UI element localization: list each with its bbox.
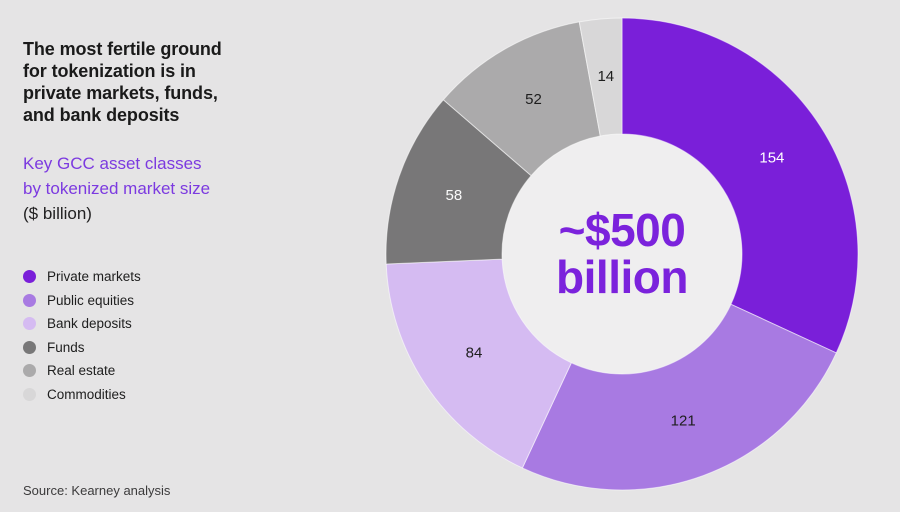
legend-label: Real estate xyxy=(47,363,116,378)
slice-bank-deposits xyxy=(385,258,572,469)
legend-label: Public equities xyxy=(47,292,135,308)
figure-title: The most fertile ground for tokenization… xyxy=(23,39,222,125)
slice-value-private-markets: 154 xyxy=(759,150,784,167)
slice-private-markets xyxy=(621,17,859,354)
legend-swatch-icon xyxy=(23,317,36,330)
legend-item-bank-deposits: Bank deposits xyxy=(23,317,141,330)
slice-value-commodities: 14 xyxy=(597,68,614,85)
slice-value-public-equities: 121 xyxy=(671,413,696,430)
legend-swatch-icon xyxy=(23,293,36,307)
legend-item-funds: Funds xyxy=(23,339,141,355)
donut-hole xyxy=(502,134,742,374)
figure-unit: ($ billion) xyxy=(23,204,92,223)
legend-label: Bank deposits xyxy=(47,316,132,331)
figure-subhead: Key GCC asset classes by tokenized marke… xyxy=(23,151,210,226)
legend-swatch-icon xyxy=(23,270,36,283)
legend-swatch-icon xyxy=(23,364,36,377)
legend-label: Private markets xyxy=(47,269,141,284)
slice-value-bank-deposits: 84 xyxy=(466,344,483,361)
slice-public-equities xyxy=(521,303,837,491)
legend: Private markets Public equities Bank depos… xyxy=(23,270,141,401)
legend-label: Commodities xyxy=(47,386,126,402)
slice-value-real-estate: 52 xyxy=(525,91,542,108)
legend-item-real-estate: Real estate xyxy=(23,364,141,377)
figure-subtitle: Key GCC asset classes by tokenized marke… xyxy=(23,154,211,198)
slice-value-funds: 58 xyxy=(446,187,463,204)
legend-swatch-icon xyxy=(23,387,36,401)
legend-item-private-markets: Private markets xyxy=(23,270,141,283)
source-note: Source: Kearney analysis xyxy=(23,483,171,498)
slice-commodities xyxy=(578,17,623,137)
legend-item-public-equities: Public equities xyxy=(23,292,141,308)
legend-swatch-icon xyxy=(23,340,36,354)
legend-label: Funds xyxy=(47,339,85,355)
legend-item-commodities: Commodities xyxy=(23,386,141,402)
